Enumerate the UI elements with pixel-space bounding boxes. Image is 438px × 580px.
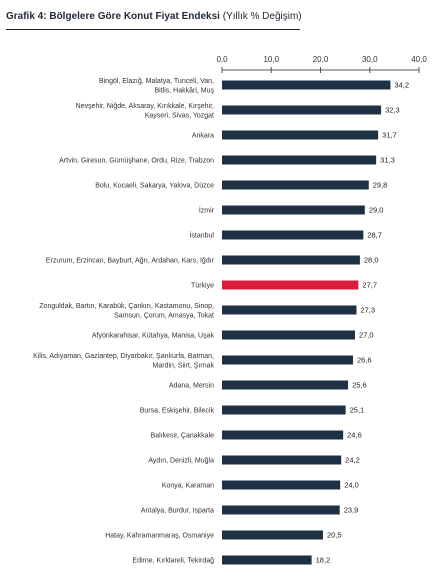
- value-label: 24,2: [345, 456, 360, 465]
- title-underline: [6, 29, 300, 30]
- category-label: Bitlis, Hakkâri, Muş: [154, 87, 214, 94]
- bar: [222, 255, 360, 265]
- category-label: Aydın, Denizli, Muğla: [148, 458, 214, 465]
- chart-title-normal: (Yıllık % Değişim): [222, 11, 302, 22]
- value-label: 29,0: [369, 206, 384, 215]
- value-label: 25,1: [350, 406, 365, 415]
- category-label: Adana, Mersin: [169, 383, 214, 390]
- value-label: 27,7: [362, 281, 377, 290]
- value-label: 27,0: [359, 331, 374, 340]
- value-label: 27,3: [360, 306, 375, 315]
- category-label: Afyonkarahisar, Kütahya, Manisa, Uşak: [92, 333, 215, 340]
- bar: [222, 180, 369, 190]
- category-label: Samsun, Çorum, Amasya, Tokat: [114, 312, 214, 319]
- bar: [222, 105, 382, 115]
- chart-title-bold: Grafik 4: Bölgelere Göre Konut Fiyat End…: [6, 11, 220, 22]
- category-label: Artvin, Giresun, Gümüşhane, Ordu, Rize, …: [59, 158, 214, 165]
- category-label: İstanbul: [189, 231, 214, 240]
- x-tick-label: 20,0: [313, 55, 329, 64]
- value-label: 24,6: [347, 431, 362, 440]
- category-label: Zonguldak, Bartın, Karabük, Çankırı, Kas…: [39, 303, 214, 310]
- category-label: Bursa, Eskişehir, Bilecik: [140, 408, 215, 415]
- bar: [222, 205, 365, 215]
- bar: [222, 155, 377, 165]
- bar: [222, 455, 342, 465]
- x-tick-label: 0,0: [216, 55, 228, 64]
- category-label: Türkiye: [191, 283, 214, 290]
- bar: [222, 230, 364, 240]
- bar: [222, 130, 379, 140]
- category-label: Konya, Karaman: [162, 483, 214, 490]
- value-label: 26,6: [357, 356, 372, 365]
- value-label: 29,8: [373, 181, 388, 190]
- value-label: 18,2: [316, 556, 331, 565]
- x-tick-label: 40,0: [411, 55, 427, 64]
- value-label: 31,7: [382, 131, 397, 140]
- bar: [222, 280, 359, 290]
- bar: [222, 380, 349, 390]
- category-label: Antalya, Burdur, Isparta: [141, 508, 214, 515]
- category-label: Nevşehir, Niğde, Aksaray, Kırıkkale, Kır…: [76, 103, 214, 110]
- category-label: Ankara: [192, 133, 214, 140]
- category-label: Kilis, Adıyaman, Gaziantep, Diyarbakır, …: [33, 353, 214, 360]
- bar: [222, 530, 323, 540]
- bar: [222, 330, 355, 340]
- category-label: Bolu, Kocaeli, Sakarya, Yalova, Düzce: [95, 183, 214, 190]
- category-label: İzmir: [199, 206, 215, 215]
- category-label: Mardin, Siirt, Şırnak: [153, 362, 215, 369]
- bar: [222, 355, 354, 365]
- category-label: Bingöl, Elazığ, Malatya, Tunceli, Van,: [99, 78, 214, 85]
- category-label: Balıkesir, Çanakkale: [151, 433, 215, 440]
- chart-title: Grafik 4: Bölgelere Göre Konut Fiyat End…: [6, 11, 302, 22]
- bar: [222, 555, 312, 565]
- value-label: 34,2: [394, 81, 409, 90]
- category-label: Hatay, Kahramanmaraş, Osmaniye: [105, 533, 214, 540]
- x-tick-label: 10,0: [263, 55, 279, 64]
- x-tick-label: 30,0: [362, 55, 378, 64]
- bar: [222, 305, 357, 315]
- category-label: Erzurum, Erzincan, Bayburt, Ağrı, Ardaha…: [46, 258, 215, 265]
- category-label: Edirne, Kırklareli, Tekirdağ: [132, 558, 214, 565]
- value-label: 20,5: [327, 531, 342, 540]
- bar: [222, 80, 391, 90]
- bar: [222, 505, 340, 515]
- value-label: 31,3: [380, 156, 395, 165]
- bar: [222, 430, 344, 440]
- value-label: 28,7: [367, 231, 382, 240]
- value-label: 23,9: [344, 506, 359, 515]
- value-label: 32,3: [385, 106, 400, 115]
- bar: [222, 405, 346, 415]
- value-label: 28,0: [364, 256, 379, 265]
- value-label: 25,6: [352, 381, 367, 390]
- value-label: 24,0: [344, 481, 359, 490]
- bar: [222, 480, 341, 490]
- category-label: Kayseri, Sivas, Yozgat: [145, 112, 214, 119]
